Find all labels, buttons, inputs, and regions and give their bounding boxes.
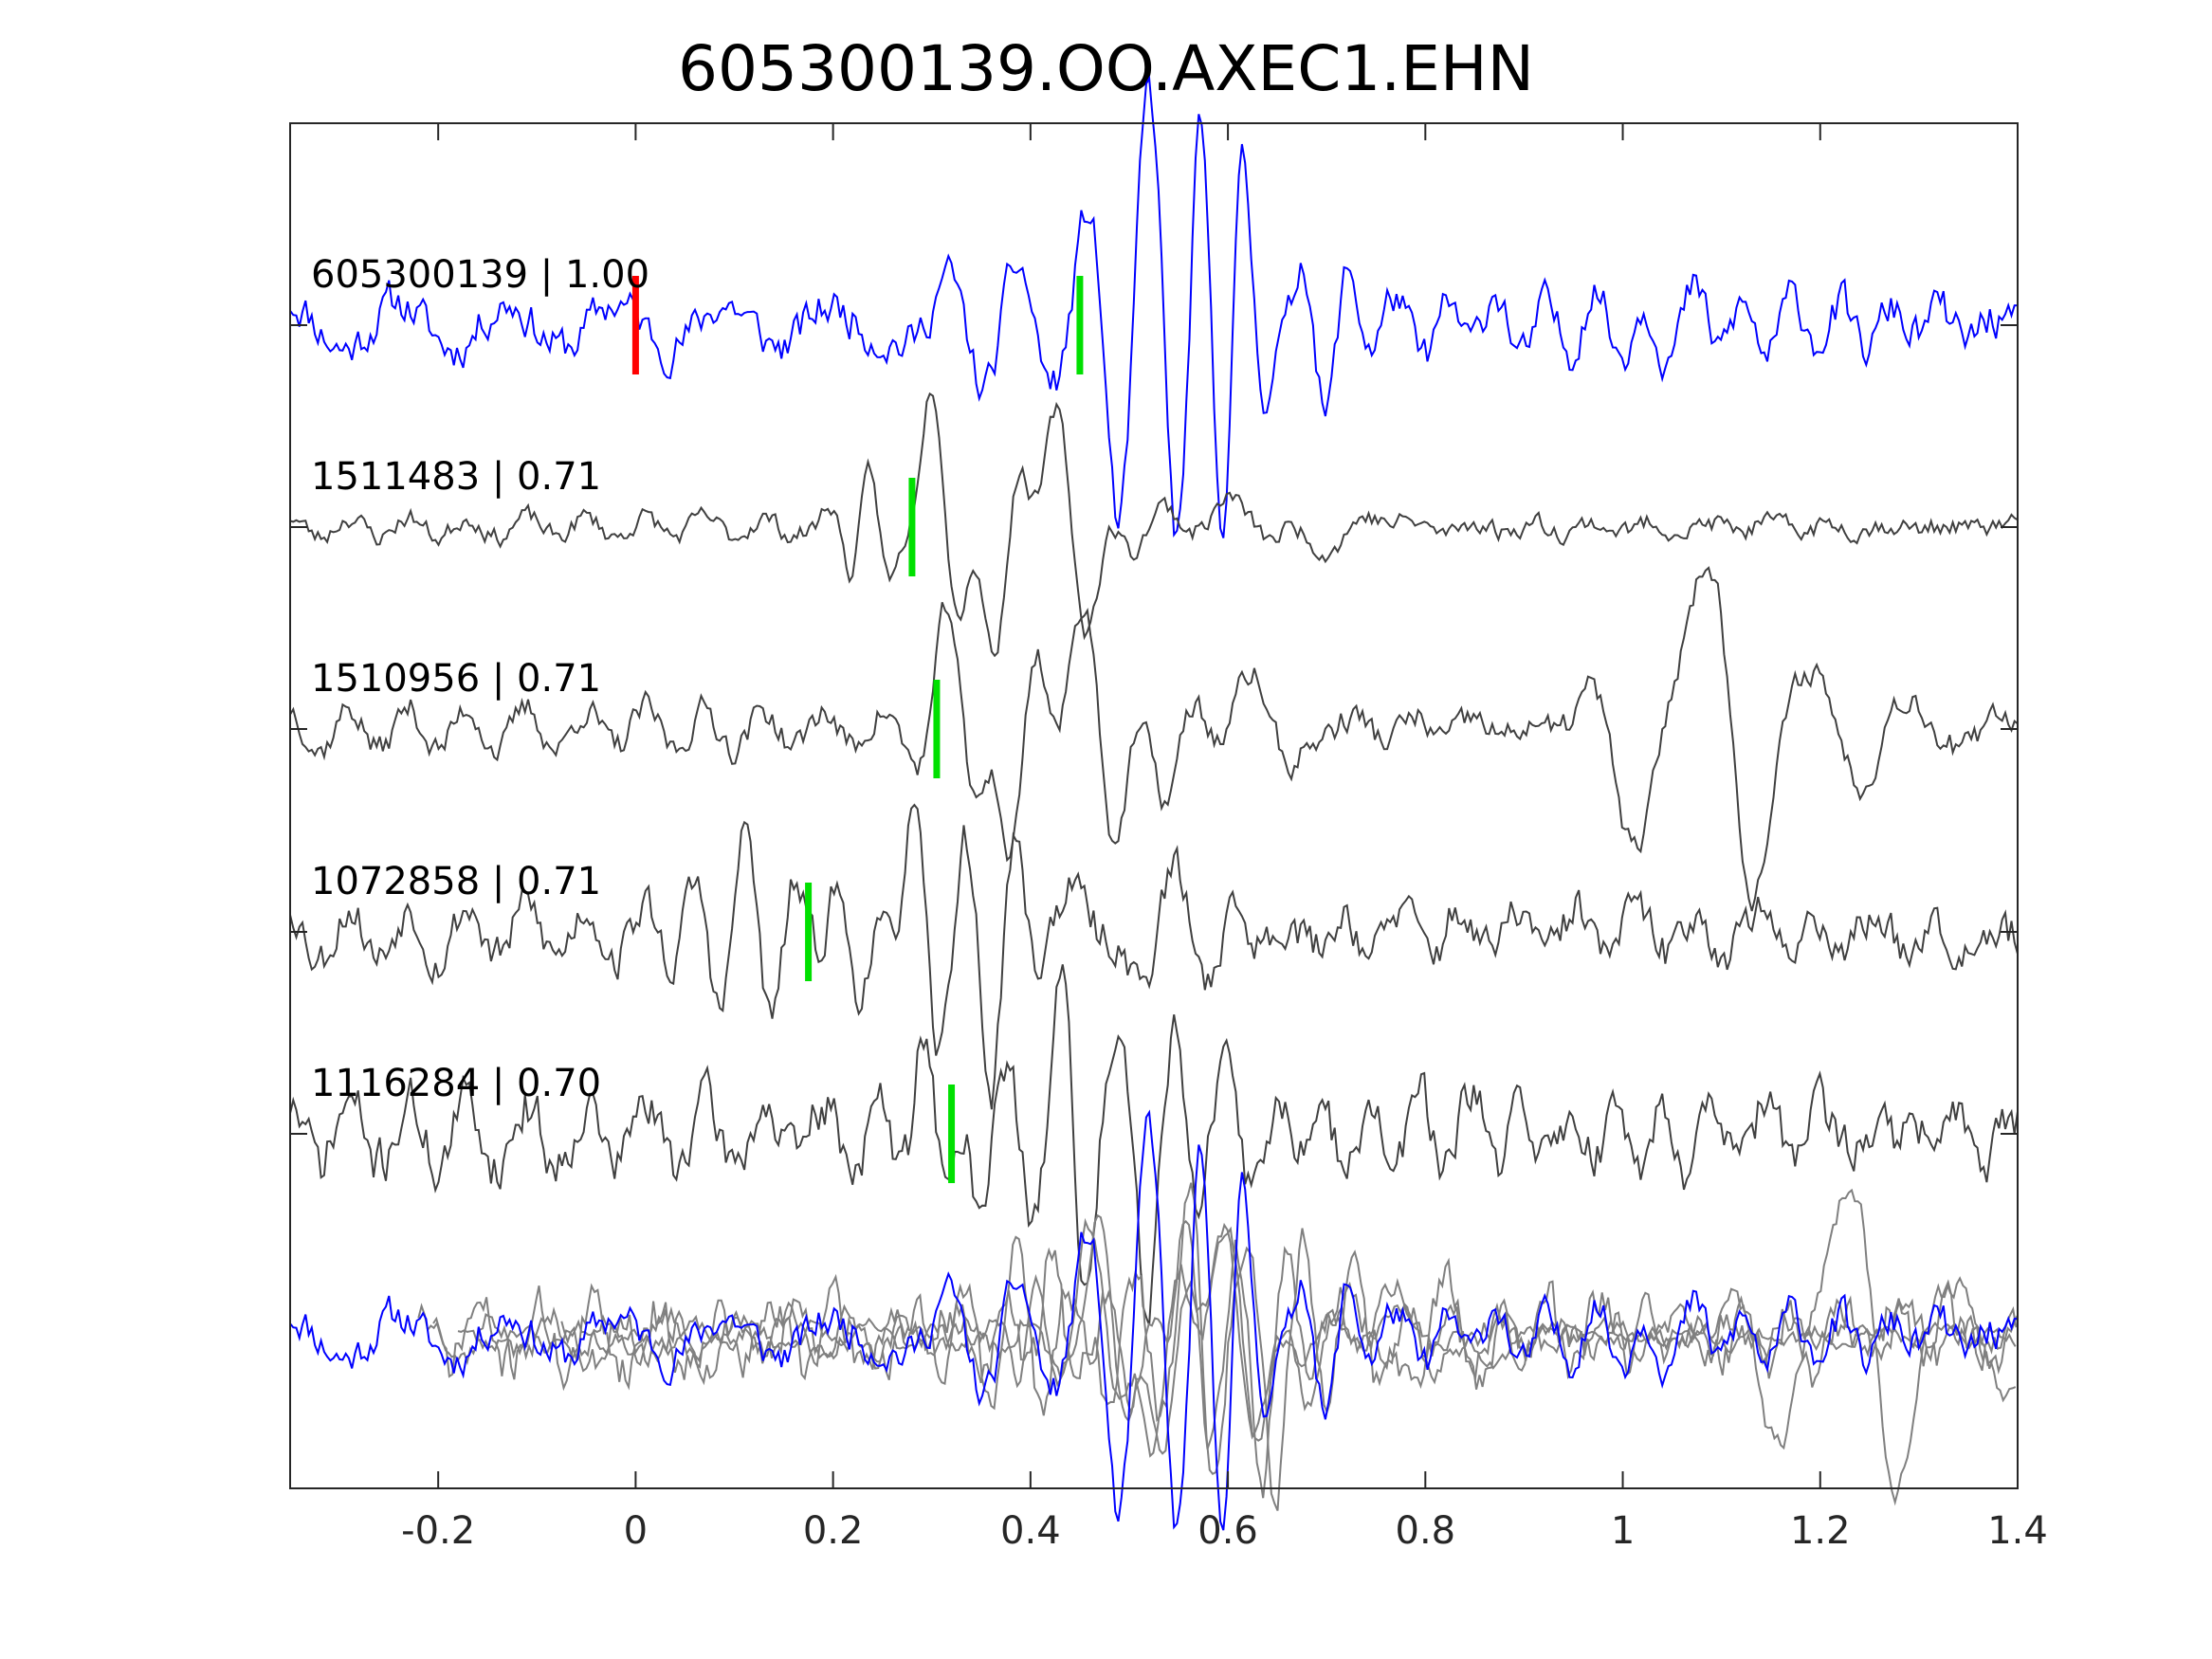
trace-1072858 <box>289 803 2019 1110</box>
trace-605300139 <box>289 75 2019 538</box>
trace-1511483 <box>289 392 2019 658</box>
trace-label-1510956: 1510956 | 0.71 <box>311 657 601 701</box>
overlay-trace-1072858 <box>560 1219 2019 1499</box>
trace-label-1072858: 1072858 | 0.71 <box>311 860 601 903</box>
xtick-label: -0.2 <box>401 1509 475 1553</box>
chart-title: 605300139.OO.AXEC1.EHN <box>678 32 1534 105</box>
xtick-label: 1.2 <box>1790 1509 1851 1553</box>
trace-1510956 <box>289 566 2019 912</box>
trace-label-1116284: 1116284 | 0.70 <box>311 1062 601 1105</box>
trace-label-605300139: 605300139 | 1.00 <box>311 253 649 297</box>
overlay-trace-1510956 <box>432 1188 2017 1506</box>
xtick-label: 1 <box>1611 1509 1635 1553</box>
xtick-label: 0.4 <box>1000 1509 1061 1553</box>
xtick-label: 0.8 <box>1396 1509 1456 1553</box>
xtick-label: 1.4 <box>1987 1509 2048 1553</box>
axes-box <box>289 122 2019 1489</box>
x-axis-ticks: -0.2 0 0.2 0.4 0.6 0.8 1 1.2 1.4 <box>401 123 2048 1553</box>
xtick-label: 0 <box>624 1509 648 1553</box>
trace-labels: 605300139 | 1.00 1511483 | 0.71 1510956 | … <box>311 253 649 1105</box>
trace-1116284 <box>289 964 2019 1326</box>
overlay-trace-605300139 <box>289 1109 2019 1531</box>
pick-markers <box>631 276 1084 1183</box>
xtick-label: 0.6 <box>1197 1509 1258 1553</box>
overlay-group <box>289 1109 2019 1531</box>
trace-group <box>289 75 2019 1326</box>
xtick-label: 0.2 <box>803 1509 864 1553</box>
trace-label-1511483: 1511483 | 0.71 <box>311 455 601 499</box>
